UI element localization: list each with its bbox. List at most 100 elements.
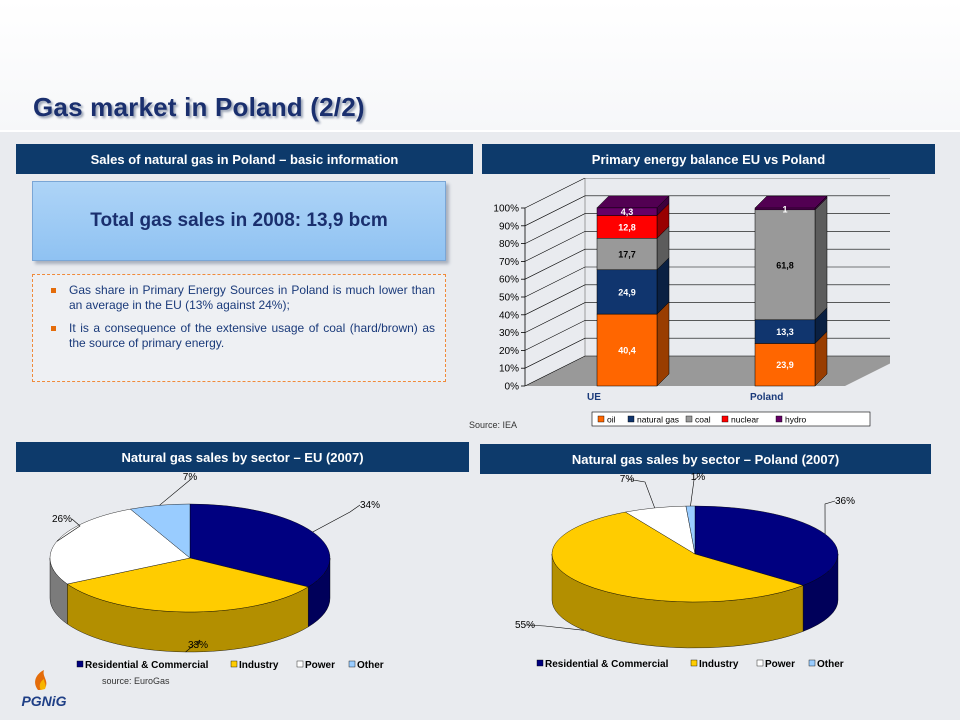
pie-leader-line <box>159 477 191 506</box>
legend-swatch-other <box>808 659 816 667</box>
legend-swatch-power <box>296 660 304 668</box>
y-tick-label: 40% <box>499 310 519 321</box>
pgnig-logo: PGNiG <box>21 670 67 709</box>
legend-swatch-natural-gas <box>627 415 635 423</box>
y-tick-label: 20% <box>499 346 519 357</box>
bar-top-hydro <box>596 195 670 209</box>
legend-swatch-residential <box>536 659 544 667</box>
legend-label: natural gas <box>637 415 679 425</box>
legend-label: Other <box>817 659 844 670</box>
energy-balance-header: Primary energy balance EU vs Poland <box>482 144 935 174</box>
bar-data-label: 12,8 <box>618 222 636 232</box>
y-tick-label: 0% <box>505 382 520 393</box>
pie-source-note: source: EuroGas <box>102 676 170 686</box>
legend-label: Industry <box>699 659 739 670</box>
pie-value-label: 34% <box>360 500 380 511</box>
gridline <box>524 266 890 298</box>
legend-swatch-coal <box>685 415 693 423</box>
legend-swatch-power <box>756 659 764 667</box>
bullet-item: It is a consequence of the extensive usa… <box>51 321 435 351</box>
pie-slice-industry <box>551 511 804 603</box>
legend-swatch-industry <box>230 660 238 668</box>
bar-data-label: 40,4 <box>618 346 636 356</box>
y-tick-label: 30% <box>499 328 519 339</box>
bullet-text: Gas share in Primary Energy Sources in P… <box>69 283 435 312</box>
pie-value-label: 55% <box>515 620 535 631</box>
bar-segment-oil <box>754 343 816 387</box>
pie-slice-other <box>685 505 696 555</box>
bullet-list: Gas share in Primary Energy Sources in P… <box>32 274 446 382</box>
bar-top-hydro <box>754 195 828 209</box>
y-tick-label: 80% <box>499 239 519 250</box>
logo-text: PGNiG <box>21 693 66 709</box>
pie-leader-line <box>56 518 81 542</box>
bullet-square-icon <box>51 288 56 293</box>
eu-sales-pie-chart: 34% 33% 26% 7% <box>49 472 380 653</box>
gridline <box>524 213 890 244</box>
legend-label: Residential & Commercial <box>85 660 209 671</box>
gridline <box>524 178 890 209</box>
eu-pie-header: Natural gas sales by sector – EU (2007) <box>16 442 469 472</box>
category-label: UE <box>587 392 601 403</box>
poland-sales-pie-chart: 36% 55% 7% 1% <box>515 472 855 649</box>
bar-data-label: 23,9 <box>776 360 794 370</box>
legend-swatch-industry <box>690 659 698 667</box>
gridline <box>524 195 890 227</box>
sales-info-header: Sales of natural gas in Poland – basic i… <box>16 144 473 174</box>
pie-value-label: 7% <box>183 472 198 483</box>
y-tick-label: 10% <box>499 364 519 375</box>
poland-pie-legend: Residential & Commercial Industry Power Oth… <box>536 659 844 670</box>
bar-side-coal <box>814 197 828 321</box>
flame-inner-icon <box>39 679 46 690</box>
pie-leader-line <box>690 476 699 507</box>
top-band <box>0 0 960 130</box>
y-tick-label: 60% <box>499 275 519 286</box>
legend-swatch-residential <box>76 660 84 668</box>
legend-swatch-nuclear <box>721 415 729 423</box>
bar-segment-natural-gas <box>596 269 658 315</box>
bar-data-label: 1 <box>782 204 787 214</box>
legend-label: hydro <box>785 415 807 425</box>
total-sales-box: Total gas sales in 2008: 13,9 bcm <box>32 181 446 261</box>
pie-value-label: 7% <box>620 474 635 485</box>
y-tick-label: 50% <box>499 293 519 304</box>
pie-leader-line <box>824 500 836 535</box>
pie-value-label: 36% <box>835 496 855 507</box>
pie-leader-line <box>626 478 655 509</box>
legend-label: oil <box>607 415 616 425</box>
chart-floor <box>525 356 890 386</box>
category-label: Poland <box>750 392 783 403</box>
bullet-text: It is a consequence of the extensive usa… <box>69 321 435 350</box>
y-tick-label: 100% <box>493 204 519 215</box>
pie-leader-line <box>524 624 585 631</box>
pie-slice-residential <box>694 505 839 586</box>
bar-data-label: 13,3 <box>776 327 794 337</box>
gridline <box>524 302 890 333</box>
y-tick-label: 90% <box>499 221 519 232</box>
y-tick-label: 70% <box>499 257 519 268</box>
legend-label: Other <box>357 660 384 671</box>
page-title: Gas market in Poland (2/2) <box>33 92 365 122</box>
legend-label: Residential & Commercial <box>545 659 669 670</box>
bar-data-label: 4,3 <box>621 207 634 217</box>
eu-pie-legend: Residential & Commercial Industry Power Oth… <box>76 660 384 671</box>
pie-value-label: 26% <box>52 514 72 525</box>
bar-segment-oil <box>596 313 658 387</box>
pie-slice-power <box>49 508 191 585</box>
legend-swatch-hydro <box>775 415 783 423</box>
legend-swatch-other <box>348 660 356 668</box>
legend-box <box>591 411 871 427</box>
pie-slice-residential <box>189 503 331 588</box>
bullet-item: Gas share in Primary Energy Sources in P… <box>51 283 435 313</box>
pie-value-label: 1% <box>691 472 706 483</box>
gridline <box>524 284 890 316</box>
legend-label: nuclear <box>731 415 759 425</box>
legend-label: Power <box>305 660 335 671</box>
bar-side-oil <box>656 301 670 387</box>
legend-swatch-oil <box>597 415 605 423</box>
bullet-square-icon <box>51 326 56 331</box>
bar-data-label: 24,9 <box>618 287 636 297</box>
bar-data-label: 17,7 <box>618 250 636 260</box>
legend-label: Power <box>765 659 795 670</box>
gridline <box>524 320 890 351</box>
